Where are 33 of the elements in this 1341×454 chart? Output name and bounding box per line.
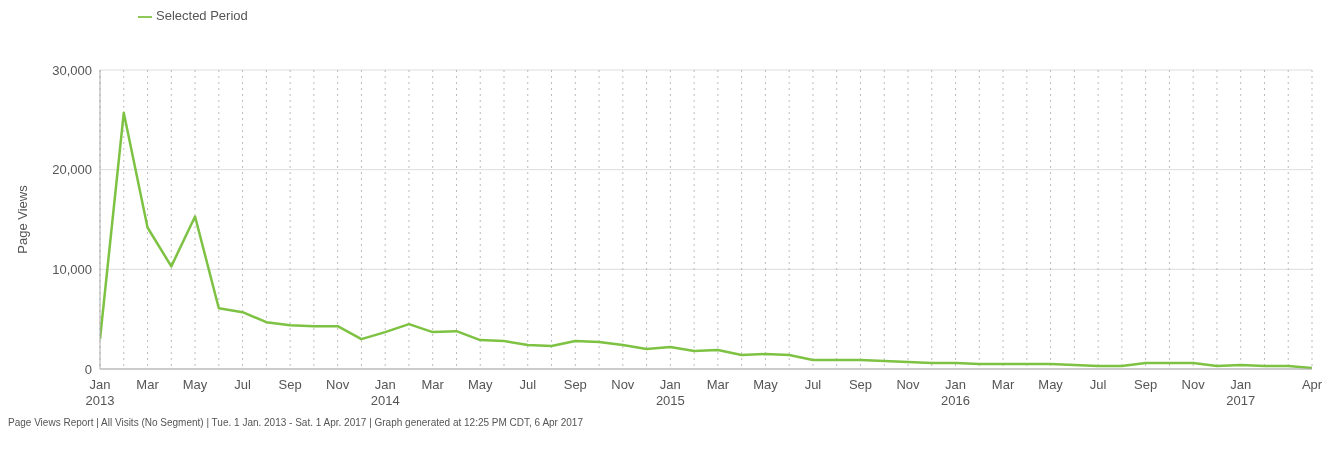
legend-label: Selected Period (156, 8, 248, 23)
x-tick-label: May (753, 377, 779, 392)
x-tick-label: Jul (1089, 377, 1107, 392)
x-tick-label: Jan 2015 (655, 377, 685, 408)
x-tick-label: Mar (421, 377, 445, 392)
x-tick-label: Nov (896, 377, 921, 392)
y-tick-label: 0 (84, 361, 92, 377)
y-axis-title: Page Views (14, 184, 30, 254)
x-tick-label: May (467, 377, 494, 392)
x-tick-label: Mar (706, 377, 730, 392)
x-tick-label: Sep (1134, 377, 1158, 392)
x-tick-label: Apr (1301, 377, 1323, 392)
x-tick-label: May (182, 377, 208, 392)
text: Page Views Report | All Visits (No Segment) | Tue. 1 Jan. 2013 - Sat. 1 Apr. 2017 | Graph generated at 12:25 PM CDT, 6 Apr 2017 (8, 417, 584, 428)
x-tick-label: May (1038, 377, 1064, 392)
x-tick-label: Jul (804, 377, 822, 392)
x-tick-label: Nov (611, 377, 635, 392)
y-tick-label: 30,000 (52, 62, 92, 78)
y-tick-label: 20,000 (52, 162, 92, 178)
x-tick-label: Jul (519, 377, 537, 392)
x-tick-label: Sep (278, 377, 302, 392)
y-tick-label: 10,000 (52, 261, 92, 277)
x-tick-label: Jan 2014 (370, 377, 400, 408)
x-tick-label: Jan 2013 (85, 377, 115, 408)
x-tick-label: Jul (234, 377, 252, 392)
x-tick-label: Nov (326, 377, 350, 392)
x-tick-label: Jan 2017 (1226, 377, 1256, 408)
x-tick-label: Sep (848, 377, 873, 392)
x-tick-label: Mar (136, 377, 160, 392)
x-tick-label: Nov (1181, 377, 1206, 392)
x-tick-label: Jan 2016 (941, 377, 970, 408)
x-tick-label: Sep (563, 377, 587, 392)
x-tick-label: Mar (991, 377, 1015, 392)
